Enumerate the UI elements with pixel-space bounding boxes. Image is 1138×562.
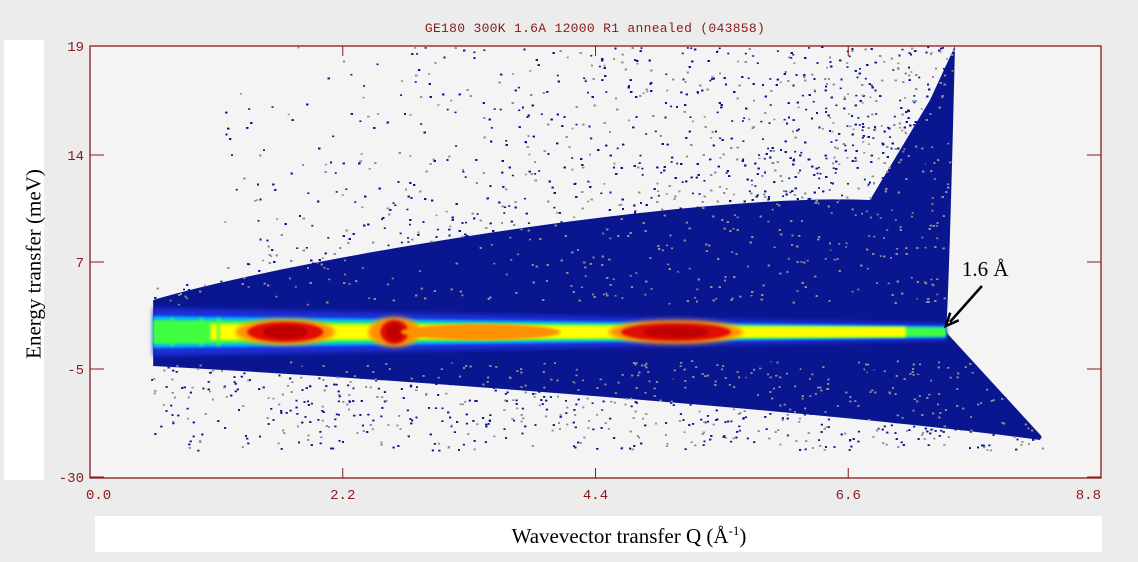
x-tick-label: 4.4 [583, 488, 608, 504]
clear-topleft [90, 46, 220, 282]
chart-title: GE180 300K 1.6A 12000 R1 annealed (04385… [424, 21, 766, 36]
x-axis-label-main: Wavevector transfer Q (Å [511, 524, 729, 548]
peak-core [386, 323, 403, 341]
x-tick-label: 8.8 [1076, 488, 1101, 504]
y-tick-label: 14 [67, 149, 84, 165]
band-rib [170, 318, 175, 346]
annotation-arrow-head [943, 312, 960, 329]
y-tick-label: 19 [67, 40, 84, 56]
annotation: 1.6 Å [943, 257, 1010, 329]
band-rib [199, 318, 204, 346]
x-tick-label: 6.6 [836, 488, 861, 504]
x-tick-label: 2.2 [330, 488, 355, 504]
x-axis-label-close: ) [739, 524, 747, 548]
annotation-label: 1.6 Å [962, 257, 1010, 281]
y-tick-label: 7 [76, 256, 84, 272]
axis-ticks: 0.0 2.2 4.4 6.6 8.8 19 14 7 -5 -30 [59, 40, 1102, 504]
x-axis-label: Wavevector transfer Q (Å-1) [0, 524, 1138, 549]
peak-core [262, 325, 309, 339]
x-tick-label: 0.0 [86, 488, 111, 504]
band-orange [400, 324, 561, 340]
xlabel-background [95, 516, 1102, 552]
noise-speckle [150, 360, 1044, 452]
y-tick-label: -5 [67, 363, 84, 379]
peak-core [642, 326, 709, 338]
annotation-arrow-shaft [948, 285, 983, 323]
x-axis-label-superscript: -1 [728, 523, 740, 538]
noise-speckle [152, 46, 955, 306]
y-tick-label: -30 [59, 471, 84, 487]
band-rib [216, 318, 221, 346]
ylabel-background [4, 40, 44, 480]
